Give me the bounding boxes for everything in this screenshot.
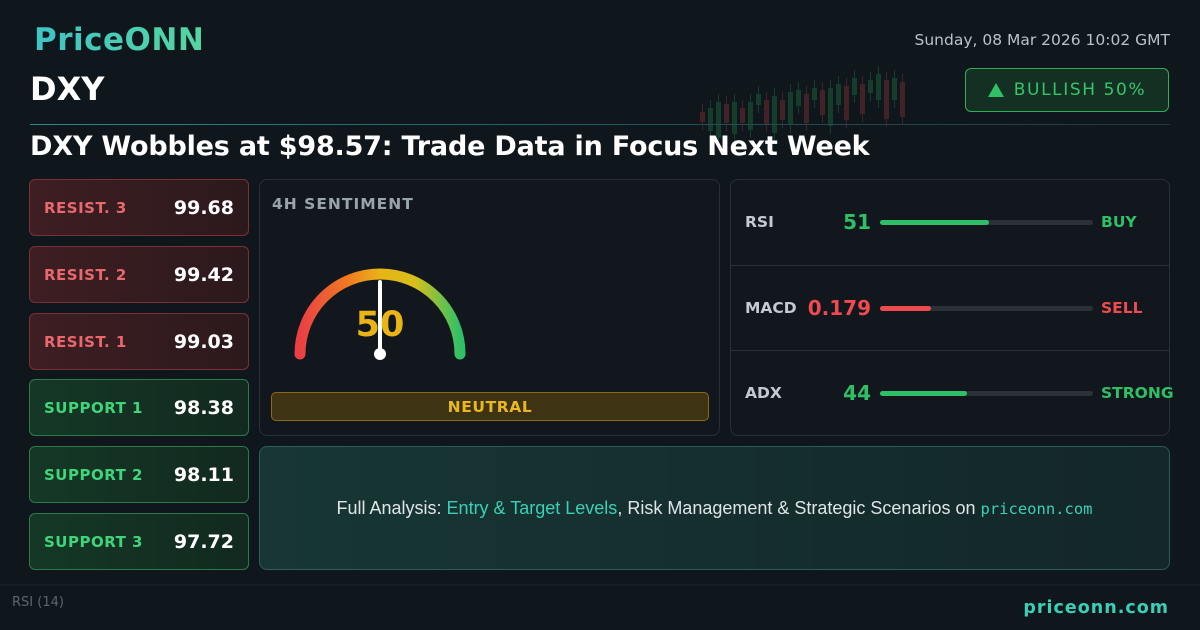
indicator-bar (880, 220, 1093, 225)
level-label: RESIST. 1 (44, 332, 127, 351)
indicator-signal: BUY (1101, 213, 1137, 231)
background-candle (892, 78, 897, 100)
support-3-card: SUPPORT 3 97.72 (29, 513, 249, 570)
level-value: 99.42 (173, 263, 234, 286)
level-label: SUPPORT 1 (44, 398, 143, 417)
promo-prefix: Full Analysis: (336, 497, 447, 518)
background-candle (772, 96, 777, 133)
brand-logo: PriceONN (34, 22, 205, 58)
resistance-2-card: RESIST. 2 99.42 (29, 246, 249, 303)
gauge-needle (374, 280, 386, 360)
promo-highlight: Entry & Target Levels (446, 497, 618, 518)
indicator-adx-row: ADX 44 STRONG (731, 350, 1174, 436)
background-candle (812, 88, 817, 100)
level-value: 99.68 (173, 196, 234, 219)
full-analysis-banner[interactable]: Full Analysis: Entry & Target Levels, Ri… (259, 446, 1170, 570)
indicators-panel: RSI 51 BUY MACD 0.179 SELL ADX 44 STRONG (730, 179, 1174, 436)
indicator-value: 51 (843, 210, 871, 234)
indicator-bar-fill (880, 391, 968, 396)
background-candle (708, 108, 713, 131)
background-candle (860, 84, 865, 114)
triangle-up-icon (987, 83, 1004, 97)
level-label: RESIST. 3 (44, 198, 127, 217)
sentiment-panel: 4H SENTIMENT 50 NEUTRAL (259, 179, 720, 436)
level-value: 97.72 (173, 530, 234, 553)
background-candle (788, 92, 793, 125)
indicator-rsi-row: RSI 51 BUY (731, 180, 1169, 265)
background-candle (700, 112, 705, 122)
background-candle (764, 100, 769, 124)
background-candle (732, 102, 737, 134)
background-candle (780, 100, 785, 120)
background-candle (852, 78, 857, 95)
resistance-1-card: RESIST. 1 99.03 (29, 313, 249, 370)
footer-url-link[interactable]: priceonn.com (1023, 598, 1169, 618)
background-candle (756, 94, 761, 105)
resistance-3-card: RESIST. 3 99.68 (29, 179, 249, 236)
support-2-card: SUPPORT 2 98.11 (29, 446, 249, 503)
indicator-signal: STRONG (1101, 384, 1174, 402)
level-value: 99.03 (173, 330, 234, 353)
background-candle (876, 74, 881, 100)
background-candle (748, 102, 753, 130)
background-candle (836, 84, 841, 105)
level-value: 98.11 (173, 463, 234, 486)
promo-text: Full Analysis: Entry & Target Levels, Ri… (337, 498, 1093, 519)
indicator-name: MACD (745, 299, 797, 317)
background-candle (796, 90, 801, 106)
indicator-name: ADX (745, 384, 782, 402)
sentiment-gauge (294, 268, 466, 360)
bias-badge: BULLISH 50% (965, 68, 1169, 112)
background-candle (884, 80, 889, 119)
background-candle (868, 80, 873, 93)
indicator-signal: SELL (1101, 299, 1143, 317)
timestamp: Sunday, 08 Mar 2026 10:02 GMT (914, 31, 1171, 49)
support-1-card: SUPPORT 1 98.38 (29, 379, 249, 436)
background-candle (900, 82, 905, 117)
indicator-value: 0.179 (807, 296, 871, 320)
background-candle (804, 94, 809, 123)
indicator-bar-fill (880, 220, 989, 225)
ticker-symbol: DXY (30, 70, 105, 108)
background-rsi-label: RSI (14) (12, 595, 64, 610)
header-divider (30, 124, 1170, 125)
promo-site-link[interactable]: priceonn.com (980, 499, 1093, 518)
background-candle (820, 90, 825, 115)
background-candle (724, 104, 729, 123)
indicator-bar-fill (880, 306, 932, 311)
sentiment-label: NEUTRAL (271, 392, 709, 421)
indicator-name: RSI (745, 213, 774, 231)
promo-middle: , Risk Management & Strategic Scenarios … (617, 497, 981, 518)
level-label: SUPPORT 3 (44, 532, 143, 551)
sentiment-title: 4H SENTIMENT (272, 195, 414, 213)
indicator-bar (880, 391, 1093, 396)
background-candle (844, 86, 849, 120)
sentiment-value: 50 (355, 305, 405, 345)
level-label: RESIST. 2 (44, 265, 127, 284)
bias-label: BULLISH 50% (1013, 80, 1147, 100)
indicator-bar (880, 306, 1093, 311)
headline: DXY Wobbles at $98.57: Trade Data in Foc… (30, 131, 870, 162)
level-value: 98.38 (173, 396, 234, 419)
gauge-arc (294, 268, 466, 360)
indicator-macd-row: MACD 0.179 SELL (731, 265, 1169, 351)
background-candle (828, 88, 833, 126)
indicator-value: 44 (843, 381, 871, 405)
background-candle (740, 108, 745, 123)
level-label: SUPPORT 2 (44, 465, 143, 484)
